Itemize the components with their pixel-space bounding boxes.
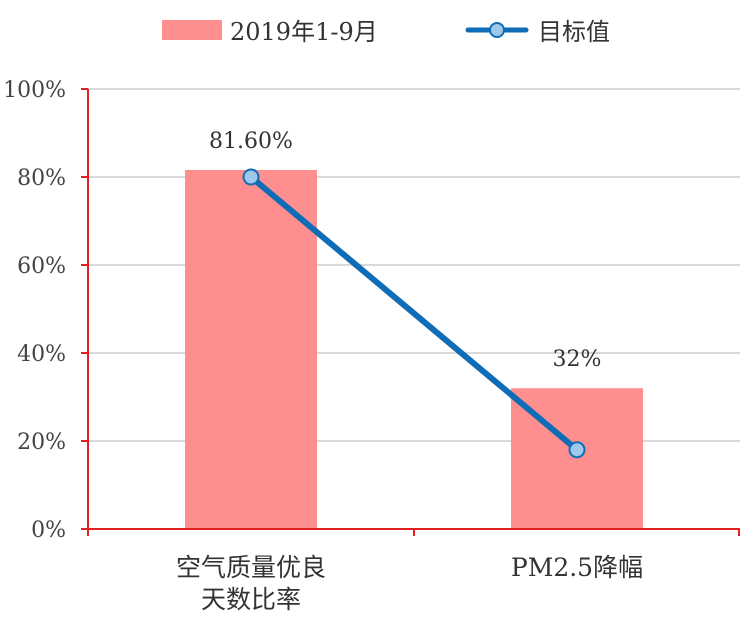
- x-tick-labels: 空气质量优良天数比率 PM2.5降幅: [176, 553, 643, 614]
- y-tick-label: 20%: [17, 430, 66, 455]
- target-point: [568, 441, 586, 459]
- y-tick-label: 0%: [31, 518, 66, 543]
- data-label: 32%: [553, 347, 602, 372]
- y-tick-label: 40%: [17, 342, 66, 367]
- target-point: [242, 168, 260, 186]
- data-label: 81.60%: [209, 129, 293, 154]
- x-tick-label: PM2.5降幅: [511, 553, 643, 582]
- legend-line-label: 目标值: [538, 18, 610, 46]
- y-tick-label: 60%: [17, 254, 66, 279]
- legend-bar-swatch: [162, 20, 222, 40]
- x-tick-label: 空气质量优良天数比率: [176, 553, 326, 614]
- legend: 2019年1-9月 目标值: [162, 18, 610, 46]
- y-tick-labels: 0% 20% 40% 60% 80% 100%: [3, 78, 66, 543]
- y-tick-label: 100%: [3, 78, 66, 103]
- target-line: [242, 168, 586, 459]
- y-tick-label: 80%: [17, 166, 66, 191]
- legend-bar-label: 2019年1-9月: [230, 18, 378, 46]
- legend-line-marker: [489, 22, 505, 38]
- bar: [185, 169, 317, 529]
- axes: [81, 88, 740, 536]
- target-series-line: [249, 174, 579, 453]
- bars: [185, 169, 643, 529]
- data-labels: 81.60% 32%: [209, 129, 601, 372]
